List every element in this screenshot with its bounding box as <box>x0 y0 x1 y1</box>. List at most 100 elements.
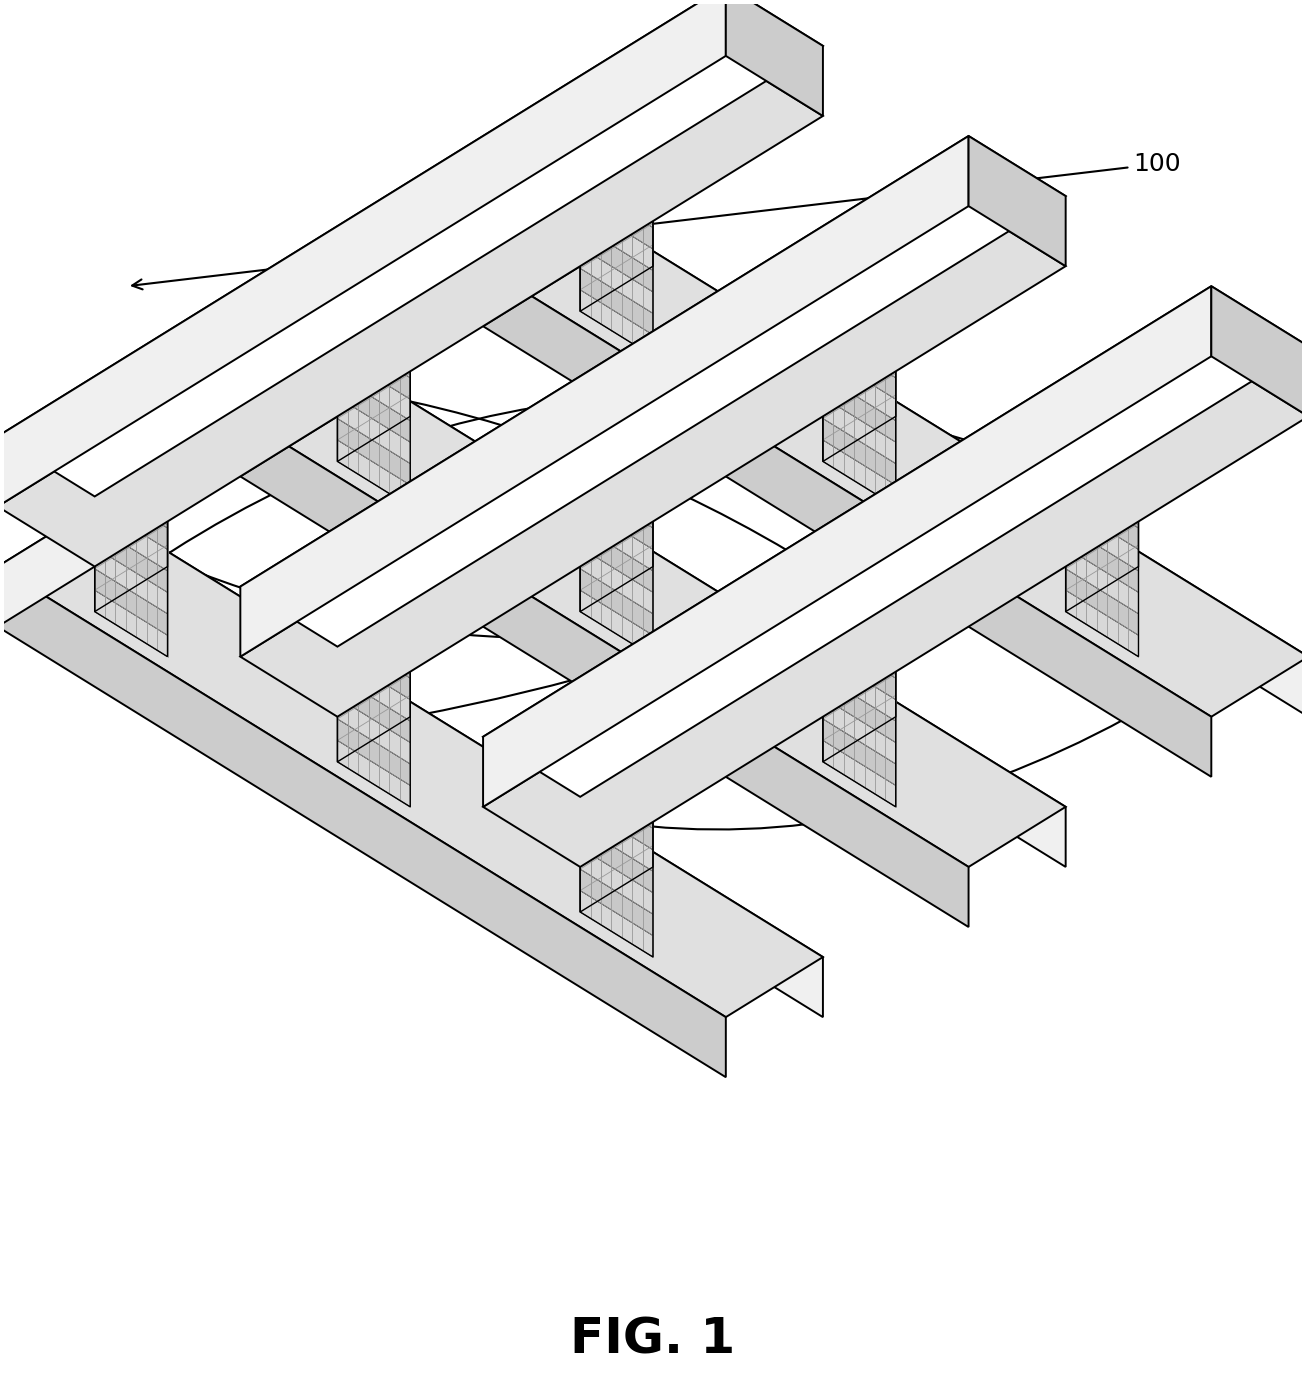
Polygon shape <box>823 588 896 655</box>
Polygon shape <box>0 0 823 497</box>
Polygon shape <box>580 290 653 357</box>
Polygon shape <box>580 760 653 827</box>
Polygon shape <box>726 0 823 116</box>
Polygon shape <box>580 483 653 550</box>
Polygon shape <box>1066 502 1139 569</box>
Polygon shape <box>823 567 969 656</box>
Polygon shape <box>0 0 726 506</box>
Polygon shape <box>240 357 1066 867</box>
Polygon shape <box>483 287 1211 807</box>
Polygon shape <box>580 246 653 313</box>
Polygon shape <box>0 56 823 567</box>
Polygon shape <box>580 225 653 292</box>
Polygon shape <box>1066 459 1139 526</box>
Polygon shape <box>823 719 896 785</box>
Polygon shape <box>580 116 653 182</box>
Polygon shape <box>337 655 410 720</box>
Polygon shape <box>580 481 653 547</box>
Polygon shape <box>580 762 653 828</box>
Polygon shape <box>823 333 896 399</box>
Polygon shape <box>823 374 896 439</box>
Polygon shape <box>823 740 896 807</box>
Polygon shape <box>1066 483 1139 550</box>
Polygon shape <box>823 395 896 462</box>
Polygon shape <box>0 567 726 1077</box>
Polygon shape <box>240 136 1066 646</box>
Polygon shape <box>337 418 410 485</box>
Polygon shape <box>969 136 1066 266</box>
Polygon shape <box>580 783 653 849</box>
Polygon shape <box>580 204 653 270</box>
Polygon shape <box>580 116 726 206</box>
Polygon shape <box>580 417 726 506</box>
Polygon shape <box>580 569 653 635</box>
Polygon shape <box>337 611 410 679</box>
Polygon shape <box>337 674 410 740</box>
Text: 108: 108 <box>82 396 1141 614</box>
Polygon shape <box>823 397 896 463</box>
Polygon shape <box>823 655 896 720</box>
Polygon shape <box>823 354 896 421</box>
Polygon shape <box>1066 590 1139 656</box>
Polygon shape <box>337 676 410 743</box>
Polygon shape <box>823 652 896 719</box>
Polygon shape <box>1066 481 1139 547</box>
Polygon shape <box>95 417 167 483</box>
Polygon shape <box>337 375 410 442</box>
Polygon shape <box>823 567 896 634</box>
Polygon shape <box>0 506 95 627</box>
Polygon shape <box>580 848 653 914</box>
Polygon shape <box>580 827 653 893</box>
Polygon shape <box>95 459 167 526</box>
Polygon shape <box>1066 462 1139 527</box>
Polygon shape <box>95 481 167 547</box>
Polygon shape <box>823 266 969 357</box>
Polygon shape <box>95 506 823 1017</box>
Polygon shape <box>95 523 167 590</box>
Polygon shape <box>95 546 167 611</box>
Polygon shape <box>580 269 653 334</box>
Polygon shape <box>337 309 410 375</box>
Polygon shape <box>337 610 410 676</box>
Polygon shape <box>580 137 653 204</box>
Polygon shape <box>580 417 653 483</box>
Polygon shape <box>337 311 410 378</box>
Polygon shape <box>580 526 653 592</box>
Polygon shape <box>580 824 653 891</box>
Polygon shape <box>823 330 896 397</box>
Polygon shape <box>580 245 653 311</box>
Polygon shape <box>483 206 580 326</box>
Polygon shape <box>337 652 410 719</box>
Polygon shape <box>580 845 653 912</box>
Polygon shape <box>337 695 410 762</box>
Polygon shape <box>337 631 410 698</box>
Polygon shape <box>95 462 167 527</box>
Polygon shape <box>823 311 896 378</box>
Polygon shape <box>1066 504 1139 571</box>
Polygon shape <box>580 546 653 611</box>
Polygon shape <box>1066 417 1211 506</box>
Text: FIG. 1: FIG. 1 <box>571 1315 735 1363</box>
Polygon shape <box>823 676 896 743</box>
Polygon shape <box>823 634 896 700</box>
Polygon shape <box>95 590 167 656</box>
Polygon shape <box>580 180 653 246</box>
Polygon shape <box>1066 547 1139 614</box>
Polygon shape <box>823 288 896 354</box>
Polygon shape <box>337 330 410 397</box>
Polygon shape <box>337 698 410 764</box>
Polygon shape <box>823 266 896 333</box>
Polygon shape <box>337 288 410 354</box>
Polygon shape <box>580 206 1306 716</box>
Polygon shape <box>337 719 410 785</box>
Polygon shape <box>1066 526 1139 592</box>
Polygon shape <box>337 266 410 333</box>
Polygon shape <box>337 395 410 462</box>
Polygon shape <box>95 417 240 506</box>
Polygon shape <box>580 803 653 869</box>
Polygon shape <box>580 523 653 590</box>
Polygon shape <box>580 201 653 269</box>
Polygon shape <box>580 161 653 228</box>
Polygon shape <box>95 502 167 569</box>
Polygon shape <box>240 136 969 656</box>
